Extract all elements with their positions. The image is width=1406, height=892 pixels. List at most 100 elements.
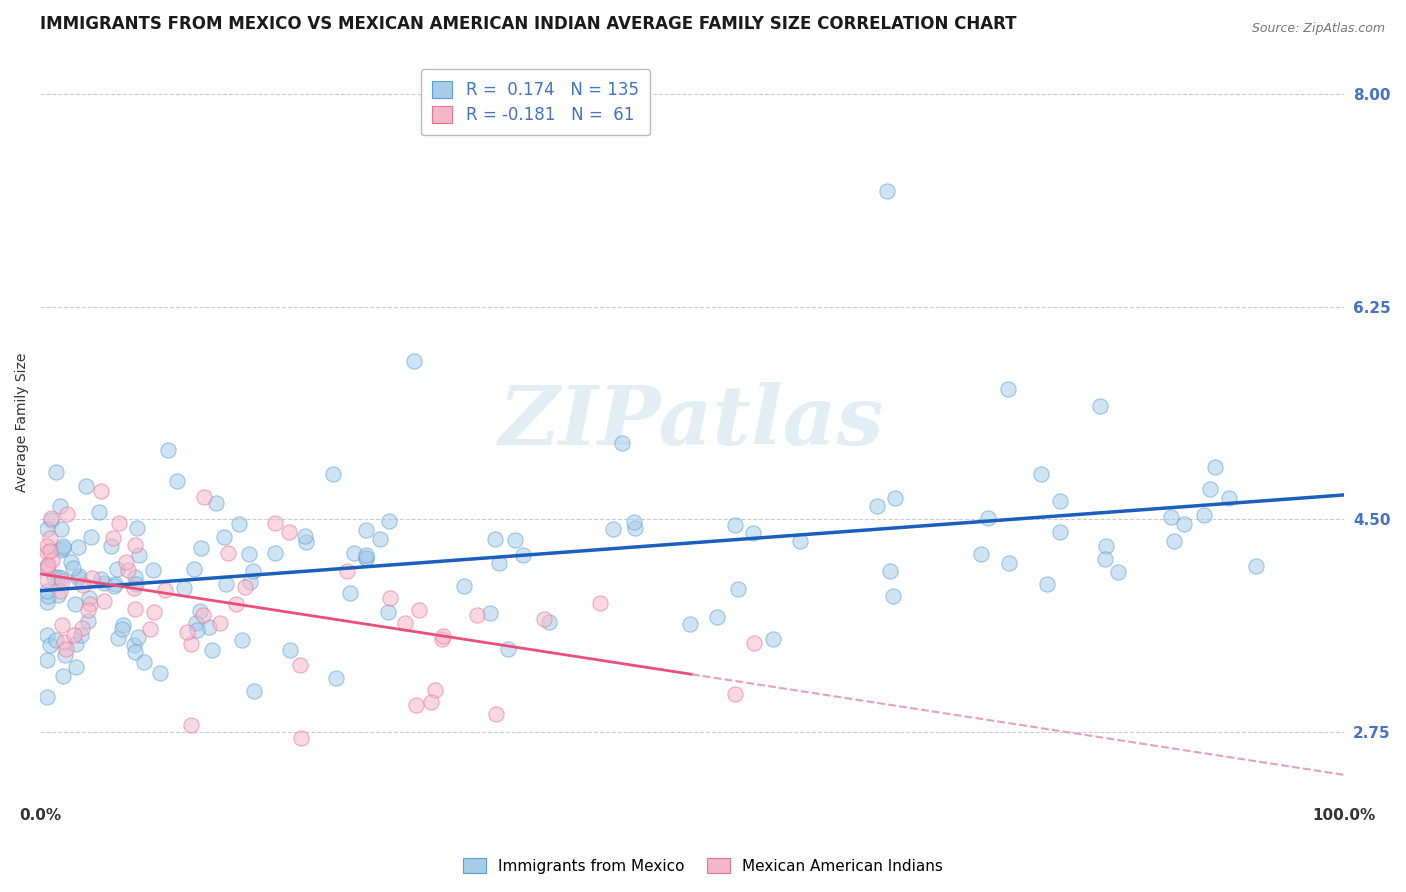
Point bbox=[46, 588, 69, 602]
Point bbox=[117, 563, 139, 577]
Point bbox=[77, 603, 100, 617]
Text: IMMIGRANTS FROM MEXICO VS MEXICAN AMERICAN INDIAN AVERAGE FAMILY SIZE CORRELATIO: IMMIGRANTS FROM MEXICO VS MEXICAN AMERIC… bbox=[41, 15, 1017, 33]
Point bbox=[79, 598, 101, 612]
Point bbox=[1160, 510, 1182, 524]
Point bbox=[35, 539, 58, 553]
Point bbox=[217, 545, 239, 559]
Point bbox=[180, 717, 202, 731]
Point bbox=[153, 583, 176, 598]
Point bbox=[485, 706, 508, 721]
Point bbox=[184, 615, 207, 630]
Point bbox=[479, 607, 502, 621]
Point bbox=[49, 522, 72, 536]
Y-axis label: Average Family Size: Average Family Size bbox=[15, 352, 30, 491]
Point bbox=[295, 534, 318, 549]
Point bbox=[533, 612, 555, 626]
Point bbox=[1107, 565, 1129, 579]
Legend: Immigrants from Mexico, Mexican American Indians: Immigrants from Mexico, Mexican American… bbox=[457, 852, 949, 880]
Point bbox=[742, 636, 765, 650]
Point bbox=[35, 559, 58, 574]
Point bbox=[879, 564, 901, 578]
Point bbox=[724, 687, 747, 701]
Point bbox=[63, 597, 86, 611]
Point bbox=[882, 589, 904, 603]
Point bbox=[408, 603, 430, 617]
Point bbox=[1204, 460, 1226, 475]
Point bbox=[741, 525, 763, 540]
Point bbox=[55, 508, 77, 522]
Point bbox=[679, 617, 702, 632]
Point bbox=[205, 496, 228, 510]
Point bbox=[610, 435, 633, 450]
Point bbox=[239, 574, 262, 589]
Point bbox=[264, 546, 287, 560]
Point bbox=[35, 573, 58, 587]
Point bbox=[77, 591, 100, 606]
Point bbox=[125, 521, 148, 535]
Point bbox=[176, 624, 198, 639]
Point bbox=[39, 511, 62, 525]
Text: Source: ZipAtlas.com: Source: ZipAtlas.com bbox=[1251, 22, 1385, 36]
Point bbox=[52, 669, 75, 683]
Point bbox=[63, 628, 86, 642]
Point bbox=[724, 518, 747, 533]
Point bbox=[37, 558, 59, 573]
Point bbox=[93, 594, 115, 608]
Point bbox=[173, 581, 195, 595]
Point bbox=[405, 698, 427, 712]
Legend: R =  0.174   N = 135, R = -0.181   N =  61: R = 0.174 N = 135, R = -0.181 N = 61 bbox=[420, 69, 650, 136]
Point bbox=[124, 602, 146, 616]
Point bbox=[157, 443, 180, 458]
Point bbox=[125, 576, 148, 591]
Point bbox=[208, 616, 231, 631]
Point bbox=[484, 532, 506, 546]
Point bbox=[80, 530, 103, 544]
Point bbox=[93, 576, 115, 591]
Point bbox=[727, 582, 749, 596]
Point bbox=[789, 534, 811, 549]
Point bbox=[453, 579, 475, 593]
Point bbox=[45, 465, 67, 479]
Point bbox=[128, 548, 150, 562]
Point bbox=[76, 614, 98, 628]
Point bbox=[233, 580, 256, 594]
Point bbox=[115, 555, 138, 569]
Point bbox=[100, 539, 122, 553]
Point bbox=[134, 655, 156, 669]
Point bbox=[1036, 577, 1059, 591]
Point bbox=[225, 598, 247, 612]
Point bbox=[142, 606, 165, 620]
Point bbox=[46, 570, 69, 584]
Point bbox=[290, 731, 312, 745]
Point bbox=[124, 570, 146, 584]
Point bbox=[193, 490, 215, 504]
Point bbox=[997, 556, 1019, 570]
Point bbox=[60, 555, 83, 569]
Point bbox=[294, 529, 316, 543]
Point bbox=[512, 548, 534, 562]
Point bbox=[191, 608, 214, 623]
Point bbox=[122, 638, 145, 652]
Point bbox=[602, 522, 624, 536]
Point bbox=[35, 595, 58, 609]
Point bbox=[55, 641, 77, 656]
Point bbox=[969, 547, 991, 561]
Point bbox=[402, 353, 425, 368]
Point bbox=[467, 607, 489, 622]
Point bbox=[35, 690, 58, 704]
Point bbox=[263, 516, 285, 530]
Point bbox=[190, 604, 212, 618]
Point bbox=[1173, 516, 1195, 531]
Point bbox=[420, 695, 443, 709]
Point bbox=[87, 505, 110, 519]
Point bbox=[41, 553, 63, 567]
Point bbox=[62, 561, 84, 575]
Point bbox=[368, 532, 391, 546]
Point bbox=[51, 543, 73, 558]
Point bbox=[37, 589, 59, 603]
Point bbox=[242, 564, 264, 578]
Point bbox=[52, 539, 75, 553]
Point bbox=[231, 632, 253, 647]
Point bbox=[1199, 483, 1222, 497]
Point bbox=[762, 632, 785, 647]
